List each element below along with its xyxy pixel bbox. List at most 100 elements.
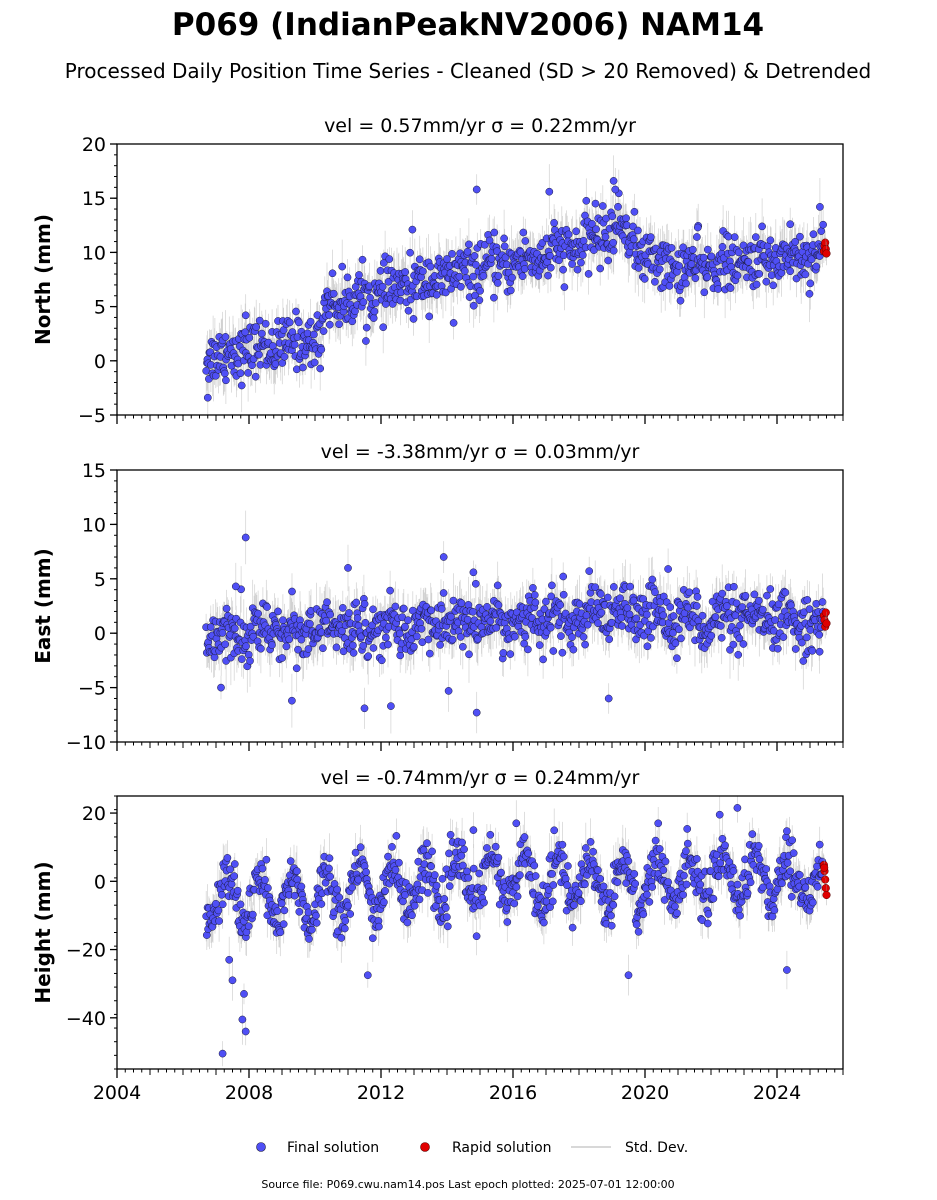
final-point: [707, 252, 716, 261]
final-point: [268, 342, 277, 350]
final-point: [415, 255, 424, 264]
final-point: [714, 285, 722, 293]
final-point: [803, 596, 812, 604]
final-point: [241, 533, 250, 542]
final-point: [696, 880, 705, 889]
y-tick-label: 10: [82, 514, 106, 536]
final-point: [237, 381, 246, 390]
final-point: [605, 635, 614, 644]
ylabel-height: Height (mm): [31, 861, 55, 1003]
final-point: [762, 865, 771, 873]
final-point: [348, 317, 357, 326]
final-point: [581, 880, 589, 889]
final-point: [579, 236, 588, 245]
final-point: [550, 219, 558, 227]
final-point: [361, 618, 370, 627]
final-point: [582, 196, 591, 205]
final-point: [344, 564, 352, 572]
final-point: [510, 899, 519, 908]
final-point: [741, 591, 750, 600]
final-point: [755, 270, 764, 278]
final-point: [788, 836, 797, 845]
final-point: [516, 871, 524, 879]
final-point: [391, 866, 400, 874]
final-point: [362, 323, 371, 332]
final-solution-points: [202, 533, 831, 717]
final-point: [589, 847, 597, 856]
final-point: [455, 272, 464, 281]
final-point: [783, 827, 791, 835]
panel-title-height: vel = -0.74mm/yr σ = 0.24mm/yr: [321, 767, 640, 789]
final-point: [559, 590, 568, 599]
final-point: [664, 878, 672, 886]
final-point: [632, 920, 641, 929]
final-point: [220, 369, 229, 378]
final-point: [802, 633, 811, 642]
final-point: [786, 267, 795, 276]
final-point: [362, 868, 370, 876]
final-point: [436, 641, 444, 649]
final-point: [560, 283, 569, 291]
final-point: [233, 886, 242, 895]
final-point: [230, 624, 239, 633]
final-point: [206, 623, 215, 631]
final-point: [493, 247, 501, 256]
final-point: [294, 645, 302, 654]
final-point: [640, 275, 649, 283]
final-point: [783, 966, 791, 974]
final-point: [609, 583, 618, 591]
final-point: [241, 311, 250, 320]
final-point: [285, 635, 294, 644]
final-point: [471, 579, 480, 588]
final-point: [535, 641, 544, 649]
final-point: [493, 581, 502, 590]
final-point: [499, 649, 508, 657]
final-point: [808, 646, 817, 655]
final-point: [463, 867, 471, 876]
final-point: [508, 273, 516, 282]
final-point: [530, 861, 539, 870]
final-point: [576, 897, 585, 906]
final-point: [335, 320, 343, 329]
final-point: [660, 896, 669, 904]
final-point: [651, 588, 659, 597]
final-point: [762, 277, 771, 286]
final-point: [356, 843, 365, 852]
final-point: [423, 839, 431, 848]
final-point: [277, 899, 286, 908]
final-point: [726, 284, 735, 292]
final-point: [382, 633, 390, 642]
final-point: [795, 871, 804, 879]
final-point: [317, 345, 326, 354]
final-point: [559, 251, 568, 260]
final-point: [440, 895, 449, 903]
y-tick-label: −40: [66, 1008, 106, 1030]
final-point: [352, 598, 361, 607]
final-point: [546, 623, 555, 632]
final-point: [679, 890, 687, 899]
final-point: [469, 568, 478, 577]
axes-frame: [116, 795, 844, 1070]
final-point: [424, 889, 432, 897]
final-point: [711, 613, 720, 621]
final-point: [563, 881, 571, 890]
final-point: [494, 601, 503, 609]
final-point: [693, 855, 701, 863]
final-point: [351, 848, 360, 857]
final-point: [304, 645, 313, 653]
legend-rapid-marker: [420, 1142, 430, 1152]
final-point: [518, 272, 527, 281]
final-point: [332, 643, 341, 652]
final-point: [709, 894, 718, 903]
final-point: [457, 851, 466, 860]
final-point: [377, 656, 386, 665]
final-point: [734, 650, 743, 659]
final-point: [244, 922, 253, 931]
final-point: [736, 911, 744, 920]
y-tick-label: −10: [66, 732, 106, 754]
final-point: [231, 582, 240, 591]
final-point: [729, 640, 738, 649]
final-point: [319, 327, 328, 335]
final-point: [805, 605, 814, 613]
